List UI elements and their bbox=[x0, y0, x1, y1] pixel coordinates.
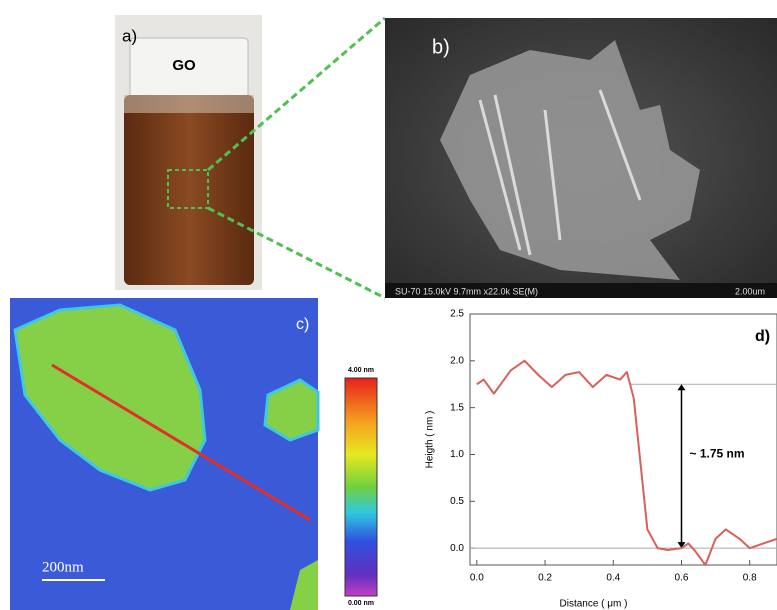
x-axis-label: Distance ( μm ) bbox=[560, 599, 628, 610]
y-tick-label: 2.5 bbox=[450, 309, 464, 320]
vial-neck bbox=[124, 95, 254, 113]
y-axis-label: Heigth ( nm ) bbox=[425, 411, 436, 469]
panel-b: SU-70 15.0kV 9.7mm x22.0k SE(M) 2.00um b… bbox=[385, 18, 777, 298]
afm-flake bbox=[13, 303, 207, 492]
colorbar-min: 0.00 nm bbox=[348, 600, 374, 607]
y-tick-label: 1.5 bbox=[450, 402, 464, 413]
zoom-box bbox=[167, 169, 209, 209]
sem-info-bar bbox=[385, 283, 777, 298]
wrinkles bbox=[478, 89, 642, 256]
sem-scale: 2.00um bbox=[735, 286, 765, 296]
panel-label: c) bbox=[296, 316, 309, 333]
y-tick-label: 0.0 bbox=[450, 543, 464, 554]
sem-info: SU-70 15.0kV 9.7mm x22.0k SE(M) bbox=[395, 286, 538, 296]
colorbar bbox=[344, 377, 378, 597]
profile-line bbox=[51, 363, 311, 522]
x-tick-label: 0.6 bbox=[675, 573, 689, 584]
plot-frame bbox=[469, 313, 777, 566]
y-tick-label: 0.5 bbox=[450, 496, 464, 507]
afm-flake bbox=[263, 378, 320, 442]
zoom-line bbox=[207, 16, 386, 172]
arrow-head bbox=[677, 542, 686, 549]
panel-label: b) bbox=[432, 36, 450, 58]
profile-line bbox=[476, 359, 777, 566]
arrow-head bbox=[677, 384, 686, 391]
y-tick-label: 1.0 bbox=[450, 449, 464, 460]
scale-bar-label: 200nm bbox=[42, 559, 84, 575]
vial-label: GO bbox=[172, 57, 196, 74]
panel-a: a) GO bbox=[115, 15, 386, 300]
colorbar-max: 4.00 nm bbox=[348, 367, 374, 374]
x-tick-label: 0.8 bbox=[743, 573, 757, 584]
graphene-flake bbox=[440, 40, 700, 280]
x-tick-label: 0.2 bbox=[538, 573, 552, 584]
afm-flake bbox=[290, 560, 318, 610]
vial-liquid bbox=[124, 95, 254, 285]
x-tick-label: 0.4 bbox=[606, 573, 620, 584]
panel-label: a) bbox=[122, 26, 137, 45]
profile-chart: 0.0 0.5 1.0 1.5 2.0 2.5 0.0 0.2 0.4 0.6 0.8 ~ 1.75 … bbox=[425, 309, 777, 610]
panel-c: c) 200nm 4.00 nm 0.00 nm bbox=[10, 298, 378, 610]
x-tick-label: 0.0 bbox=[470, 573, 484, 584]
zoom-line bbox=[207, 206, 386, 300]
annotation: ~ 1.75 nm bbox=[689, 447, 744, 461]
y-tick-label: 2.0 bbox=[450, 355, 464, 366]
panel-label: d) bbox=[755, 328, 770, 345]
